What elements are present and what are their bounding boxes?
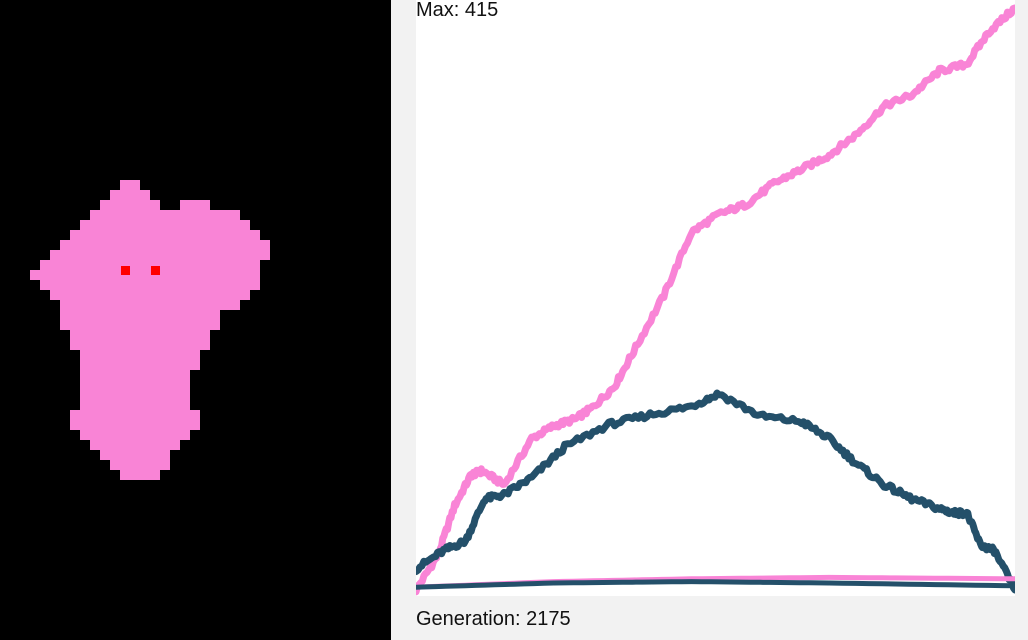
organism-pixel-row: [60, 300, 240, 310]
series-line-4: [416, 579, 1015, 590]
organism: [30, 180, 270, 480]
series-line-1: [416, 4, 1015, 596]
chart-plot-area: [416, 4, 1015, 596]
series-line-2: [416, 389, 1015, 594]
organism-pixel-row: [80, 380, 190, 390]
organism-pixel-row: [100, 450, 170, 460]
organism-pixel-row: [60, 310, 220, 320]
organism-pixel-row: [90, 440, 180, 450]
organism-pixel-row: [50, 290, 250, 300]
organism-pixel-row: [70, 410, 200, 420]
organism-pixel-row: [40, 260, 260, 270]
fitness-chart: [416, 0, 1015, 596]
organism-pixel-row: [60, 320, 220, 330]
eye-pixel: [151, 266, 160, 275]
max-readout: Max: 415: [416, 0, 499, 21]
organism-pixel-row: [120, 180, 140, 190]
organism-pixel-row: [180, 200, 210, 210]
organism-pixel-row: [110, 190, 150, 200]
organism-pixel-row: [80, 360, 200, 370]
organism-canvas: [30, 180, 270, 480]
organism-pixel-row: [120, 470, 160, 480]
organism-pixel-row: [100, 200, 160, 210]
organism-pixel-row: [110, 460, 170, 470]
organism-pixel-row: [80, 370, 190, 380]
organism-pixel-row: [80, 220, 250, 230]
organism-pixel-row: [70, 420, 200, 430]
generation-readout: Generation: 2175: [416, 608, 571, 630]
organism-pixel-row: [70, 340, 210, 350]
organism-pixel-row: [60, 240, 270, 250]
organism-pixel-row: [80, 350, 200, 360]
organism-pixel-row: [80, 390, 190, 400]
organism-pixel-row: [80, 430, 190, 440]
organism-pixel-row: [50, 250, 270, 260]
organism-pixel-row: [80, 400, 190, 410]
organism-eyes: [121, 266, 160, 275]
eye-pixel: [121, 266, 130, 275]
organism-pixel-row: [40, 280, 260, 290]
organism-pixel-row: [30, 270, 260, 280]
organism-pixel-row: [70, 330, 210, 340]
organism-pixel-row: [90, 210, 240, 220]
simulation-view: [0, 0, 391, 640]
organism-pixel-row: [70, 230, 260, 240]
